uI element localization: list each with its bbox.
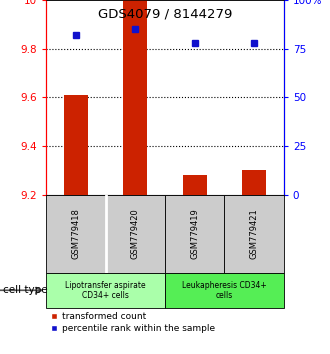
Text: GDS4079 / 8144279: GDS4079 / 8144279 (98, 8, 232, 21)
Bar (64, 95, 88, 195)
Text: GSM779421: GSM779421 (249, 208, 259, 259)
Text: cell type: cell type (3, 285, 48, 295)
Legend: transformed count, percentile rank within the sample: transformed count, percentile rank withi… (51, 313, 215, 333)
Bar (224, 195, 284, 273)
Text: GSM779419: GSM779419 (190, 208, 199, 259)
Bar (242, 170, 266, 195)
Text: Leukapheresis CD34+
cells: Leukapheresis CD34+ cells (182, 281, 267, 300)
Bar (183, 175, 207, 195)
Bar (165, 195, 224, 273)
Bar (106, 195, 165, 273)
Bar (165, 273, 284, 308)
Text: Lipotransfer aspirate
CD34+ cells: Lipotransfer aspirate CD34+ cells (65, 281, 146, 300)
Text: GSM779420: GSM779420 (131, 208, 140, 259)
Bar (46, 273, 165, 308)
Bar (123, 0, 147, 195)
Text: GSM779418: GSM779418 (71, 208, 81, 259)
Bar (46, 195, 106, 273)
